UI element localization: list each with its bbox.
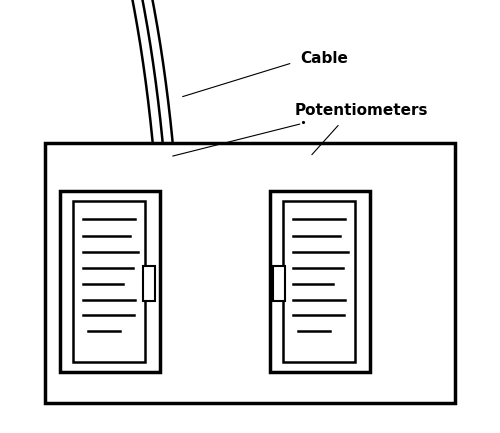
Text: Cable: Cable bbox=[300, 51, 348, 66]
Bar bbox=[45, 143, 455, 403]
Text: Potentiometers: Potentiometers bbox=[295, 103, 428, 118]
Bar bbox=[270, 191, 370, 372]
Bar bbox=[272, 266, 285, 301]
Bar bbox=[72, 201, 145, 362]
Bar bbox=[282, 201, 355, 362]
Bar bbox=[142, 266, 155, 301]
Bar bbox=[60, 191, 160, 372]
